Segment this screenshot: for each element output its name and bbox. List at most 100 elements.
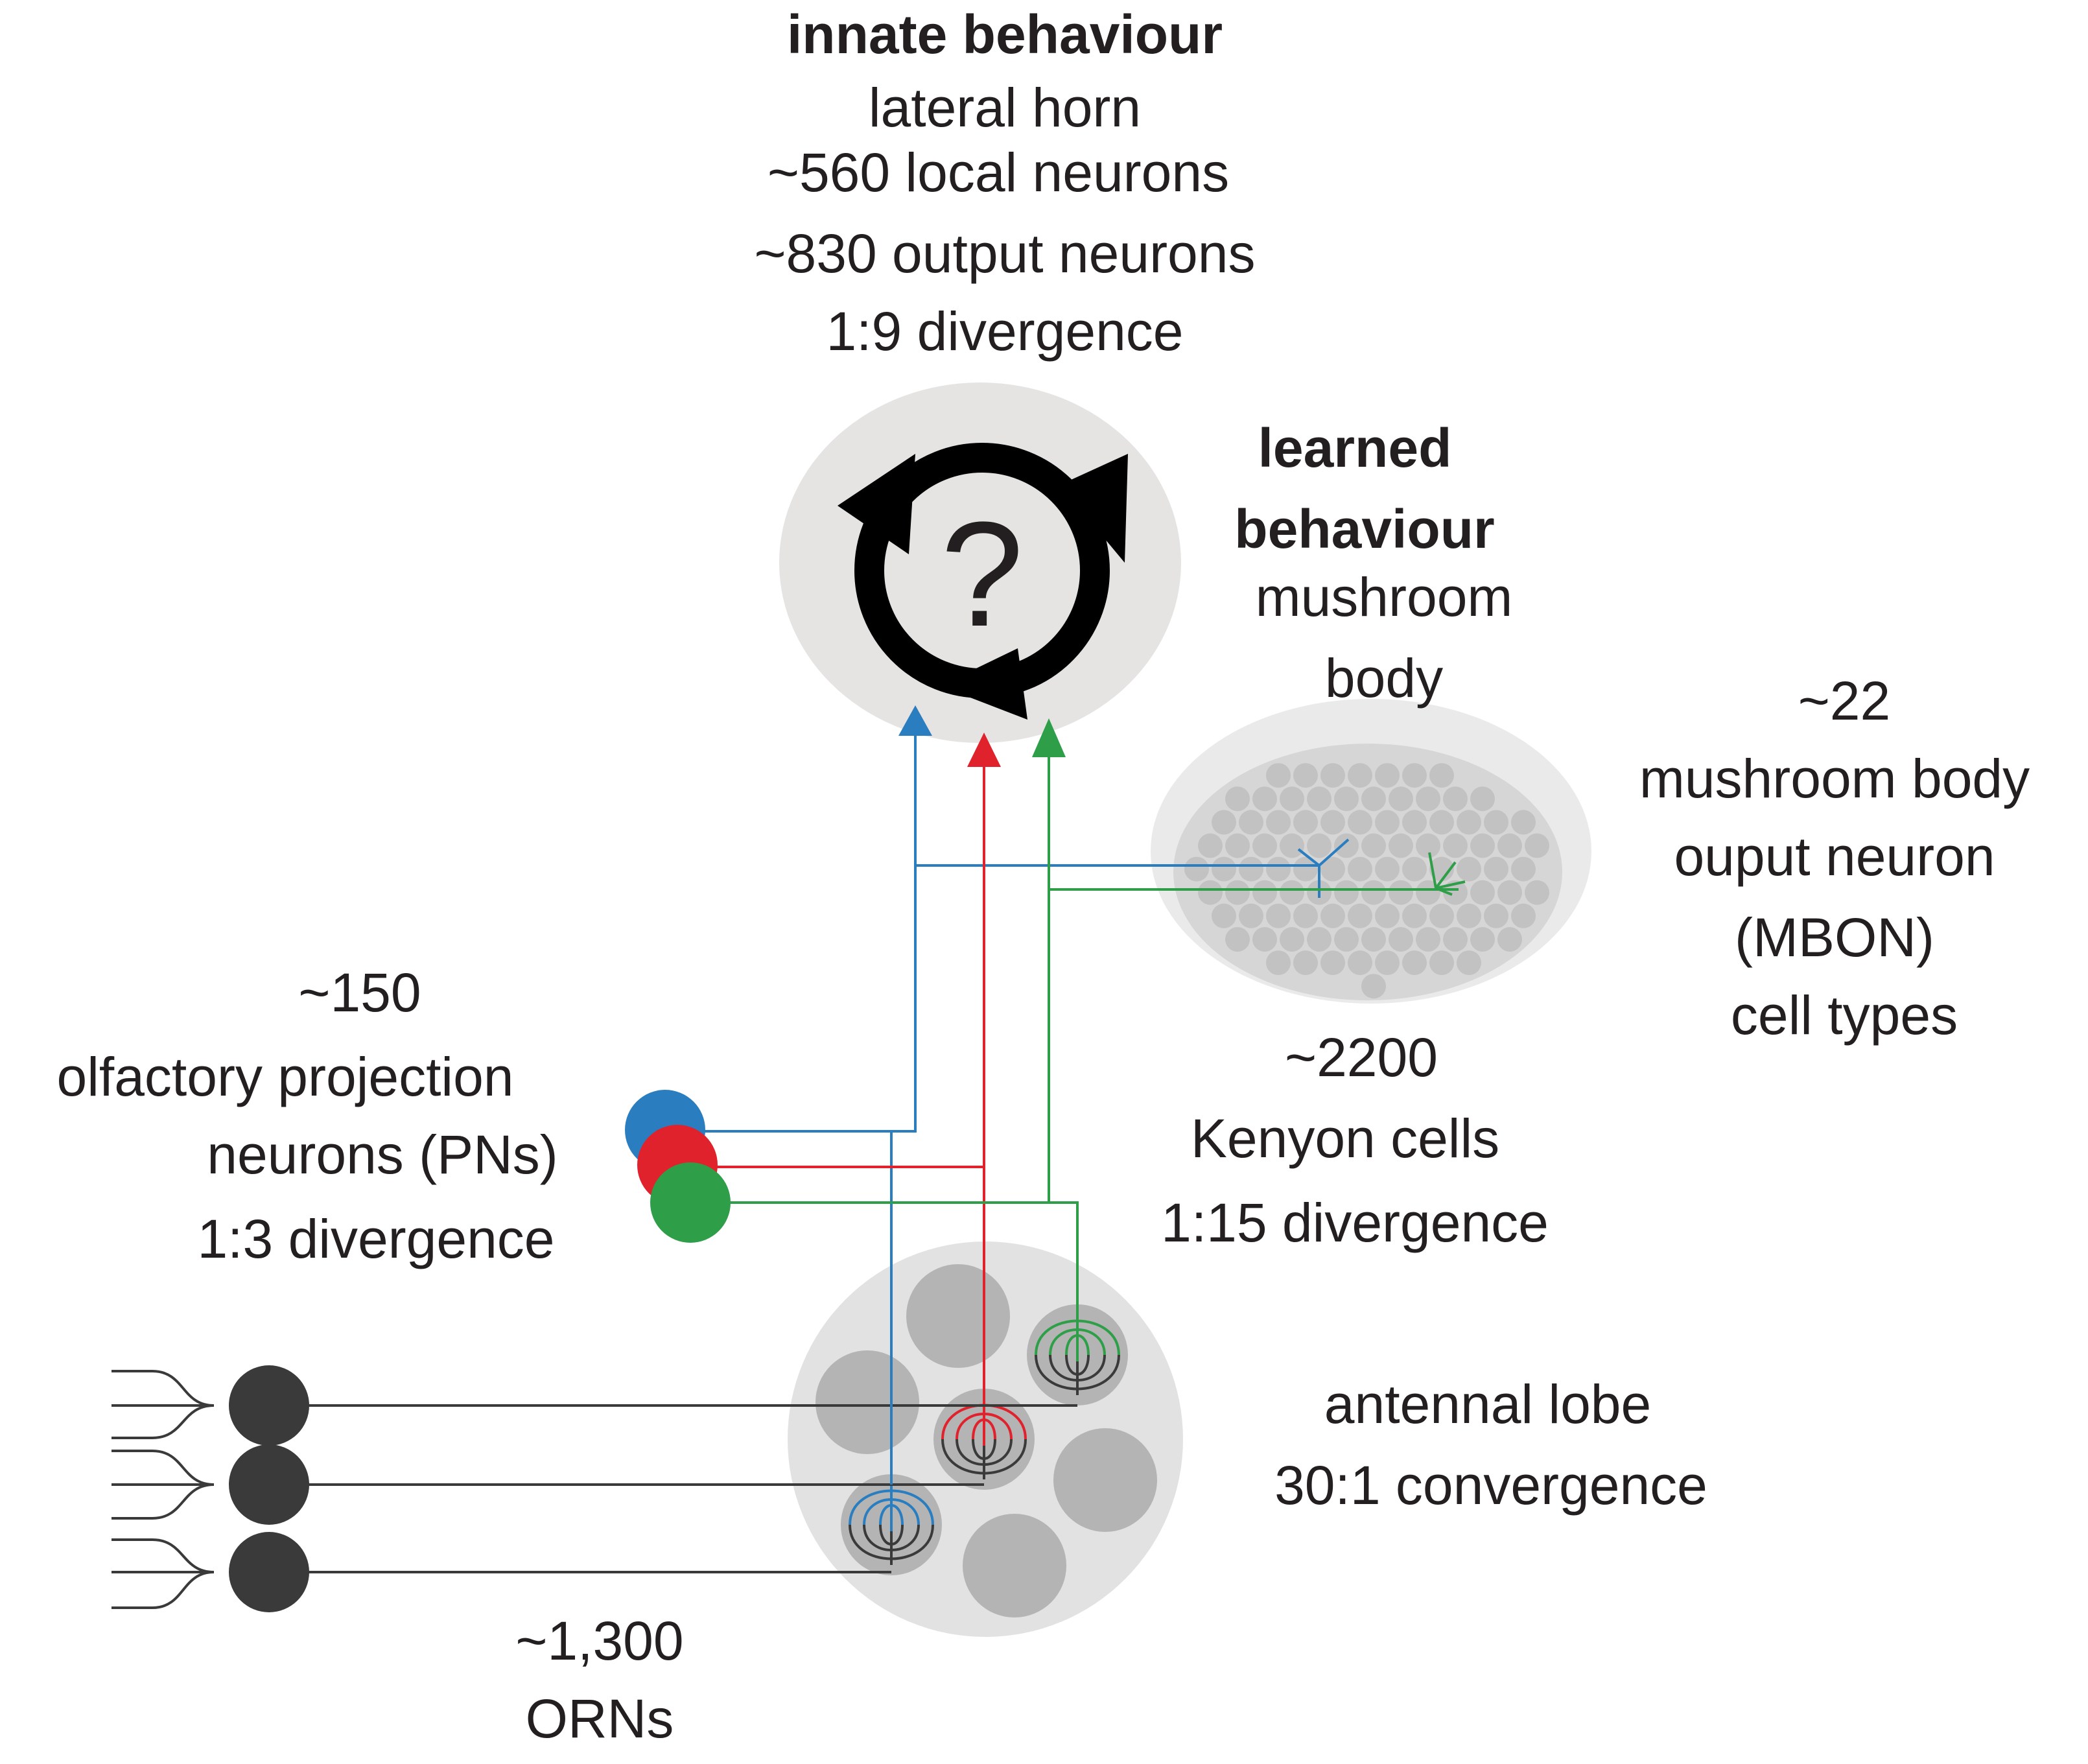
kenyon-cell — [1429, 763, 1454, 788]
kenyon-cell — [1348, 856, 1372, 882]
pn-arrowhead-blue — [898, 705, 932, 736]
innate-behaviour-heading: innate behaviour — [787, 4, 1223, 65]
kenyon-cell — [1239, 810, 1263, 835]
mushroom-body-labels: learned behaviour mushroom body ~2200 Ke… — [1161, 417, 1549, 1253]
kenyon-cell-count: ~2200 — [1285, 1027, 1438, 1088]
kenyon-cell — [1402, 856, 1427, 882]
kenyon-cell — [1429, 810, 1454, 835]
kenyon-cell — [1320, 903, 1345, 928]
kenyon-cell — [1198, 880, 1223, 905]
orn-labels: ~1,300 ORNs — [515, 1610, 683, 1749]
antennal-lobe-labels: antennal lobe 30:1 convergence — [1274, 1374, 1707, 1516]
kenyon-cell — [1429, 856, 1454, 882]
kenyon-cell — [1212, 810, 1236, 835]
kenyon-cell — [1307, 786, 1331, 812]
lateral-horn-region — [779, 382, 1181, 743]
kenyon-cell — [1266, 810, 1291, 835]
kenyon-cell — [1280, 880, 1304, 905]
kenyon-cell — [1375, 950, 1400, 976]
orn-label: ORNs — [526, 1688, 674, 1749]
kenyon-cell — [1375, 903, 1400, 928]
kenyon-cell — [1443, 786, 1468, 812]
kenyon-cell — [1457, 810, 1481, 835]
mbon-count: ~22 — [1798, 670, 1891, 731]
learned-behaviour-line1: learned — [1258, 417, 1452, 478]
kenyon-cell — [1457, 903, 1481, 928]
kenyon-cell — [1375, 763, 1400, 788]
kenyon-cell — [1280, 833, 1304, 858]
kenyon-cell — [1361, 974, 1386, 999]
kenyon-cell — [1252, 786, 1277, 812]
lateral-horn-divergence: 1:9 divergence — [826, 301, 1183, 362]
glomerulus-arbor-blue — [849, 1486, 934, 1565]
mbon-dendrites — [1297, 838, 1466, 898]
pn-cell-body-green — [650, 1162, 731, 1243]
kenyon-cell — [1416, 927, 1440, 952]
kenyon-cell — [1334, 880, 1359, 905]
kenyon-cell — [1320, 763, 1345, 788]
kenyon-cell — [1239, 903, 1263, 928]
pn-axon-green — [690, 750, 1459, 1316]
lateral-horn-local-neurons: ~560 local neurons — [768, 142, 1229, 203]
mbon-line1: mushroom body — [1639, 748, 2030, 809]
pn-axon-blue — [700, 727, 1319, 1485]
kenyon-cell — [1293, 763, 1318, 788]
kenyon-cell — [1348, 810, 1372, 835]
glomerulus — [963, 1514, 1066, 1617]
kenyon-cell — [1184, 856, 1209, 882]
orn-cell-body — [229, 1444, 309, 1525]
pn-divergence: 1:3 divergence — [197, 1208, 554, 1269]
kenyon-cell — [1457, 856, 1481, 882]
kenyon-cell — [1225, 833, 1250, 858]
antennal-lobe-convergence: 30:1 convergence — [1274, 1455, 1707, 1516]
kenyon-cell — [1348, 903, 1372, 928]
kenyon-cell — [1361, 880, 1386, 905]
kenyon-cell — [1361, 786, 1386, 812]
kenyon-cell — [1320, 856, 1345, 882]
kenyon-cell — [1266, 763, 1291, 788]
kenyon-cells — [1184, 763, 1549, 999]
kenyon-cell — [1198, 833, 1223, 858]
kenyon-cell — [1497, 833, 1522, 858]
kenyon-cell — [1266, 903, 1291, 928]
kenyon-cell — [1470, 927, 1495, 952]
recurrent-loop-icon — [838, 443, 1128, 720]
kenyon-cell — [1443, 833, 1468, 858]
kenyon-cell — [1266, 856, 1291, 882]
kenyon-cell — [1375, 810, 1400, 835]
glomerulus — [906, 1264, 1010, 1368]
pn-line1: olfactory projection — [56, 1046, 513, 1107]
kenyon-cell — [1307, 927, 1331, 952]
antennal-lobe-name: antennal lobe — [1324, 1374, 1651, 1435]
kenyon-cell — [1402, 950, 1427, 976]
kenyon-cell — [1389, 833, 1413, 858]
kenyon-cell — [1402, 763, 1427, 788]
lateral-horn-question-mark: ? — [941, 491, 1024, 657]
kenyon-cell — [1484, 856, 1508, 882]
pn-axon-red — [690, 757, 985, 1400]
kenyon-cell — [1484, 903, 1508, 928]
kenyon-cell — [1239, 856, 1263, 882]
kenyon-cell — [1457, 950, 1481, 976]
kenyon-cell — [1511, 903, 1536, 928]
kenyon-cell — [1320, 950, 1345, 976]
kenyon-cell — [1334, 786, 1359, 812]
kenyon-cell-divergence: 1:15 divergence — [1161, 1192, 1549, 1253]
mbon-labels: ~22 mushroom body ouput neuron (MBON) ce… — [1639, 670, 2030, 1046]
kenyon-cell — [1416, 880, 1440, 905]
kenyon-cell — [1375, 856, 1400, 882]
kenyon-cell — [1348, 950, 1372, 976]
kenyon-cell — [1212, 856, 1236, 882]
kenyon-cell — [1470, 880, 1495, 905]
lateral-horn-name: lateral horn — [869, 77, 1141, 138]
learned-behaviour-line2: behaviour — [1234, 499, 1494, 559]
kenyon-cell — [1443, 927, 1468, 952]
kenyon-cell — [1212, 903, 1236, 928]
lateral-horn-labels: innate behaviour lateral horn ~560 local… — [755, 4, 1256, 362]
kenyon-cell — [1225, 927, 1250, 952]
kenyon-cell — [1416, 786, 1440, 812]
kenyon-cell — [1389, 786, 1413, 812]
kenyon-cell — [1389, 880, 1413, 905]
kenyon-cell — [1361, 833, 1386, 858]
